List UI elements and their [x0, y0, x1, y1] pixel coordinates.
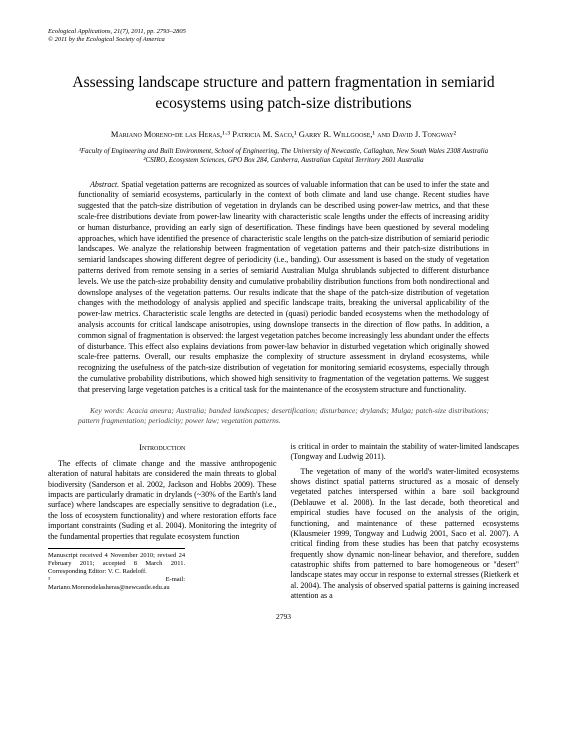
- corresponding-email: ³ E-mail: Mariano.Morenodelasheras@newca…: [48, 576, 185, 592]
- intro-paragraph-1-cont: is critical in order to maintain the sta…: [291, 442, 520, 463]
- authors-list: Mariano Moreno-de las Heras,¹·³ Patricia…: [48, 129, 519, 139]
- affiliation-2: ²CSIRO, Ecosystem Sciences, GPO Box 284,…: [48, 156, 519, 165]
- article-title: Assessing landscape structure and patter…: [48, 73, 519, 115]
- journal-citation: Ecological Applications, 21(7), 2011, pp…: [48, 28, 519, 36]
- manuscript-footnote: Manuscript received 4 November 2010; rev…: [48, 548, 185, 593]
- column-left: Introduction The effects of climate chan…: [48, 442, 277, 606]
- intro-paragraph-1: The effects of climate change and the ma…: [48, 459, 277, 542]
- abstract-text: Spatial vegetation patterns are recogniz…: [78, 180, 489, 394]
- manuscript-dates: Manuscript received 4 November 2010; rev…: [48, 552, 185, 576]
- journal-copyright: © 2011 by the Ecological Society of Amer…: [48, 36, 519, 44]
- body-columns: Introduction The effects of climate chan…: [48, 442, 519, 606]
- affiliations: ¹Faculty of Engineering and Built Enviro…: [48, 147, 519, 166]
- abstract-block: Abstract. Spatial vegetation patterns ar…: [78, 180, 489, 396]
- intro-paragraph-2: The vegetation of many of the world's wa…: [291, 467, 520, 602]
- introduction-heading: Introduction: [48, 442, 277, 453]
- page-number: 2793: [48, 612, 519, 621]
- column-right: is critical in order to maintain the sta…: [291, 442, 520, 606]
- keywords-text: Acacia aneura; Australia; banded landsca…: [78, 406, 489, 425]
- journal-header: Ecological Applications, 21(7), 2011, pp…: [48, 28, 519, 45]
- abstract-label: Abstract.: [90, 180, 119, 189]
- keywords-label: Key words:: [90, 406, 125, 415]
- keywords-block: Key words: Acacia aneura; Australia; ban…: [78, 406, 489, 426]
- affiliation-1: ¹Faculty of Engineering and Built Enviro…: [48, 147, 519, 156]
